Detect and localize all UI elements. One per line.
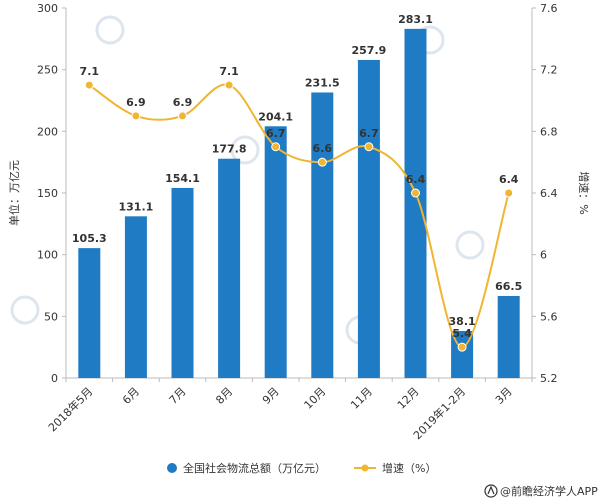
bar <box>78 248 101 378</box>
y-tick-label: 200 <box>37 125 58 138</box>
line-value-label: 7.1 <box>219 65 239 78</box>
x-tick-label: 10月 <box>302 385 329 412</box>
legend-bar-label: 全国社会物流总额（万亿元） <box>183 461 326 475</box>
line-point <box>271 142 281 152</box>
bar-series <box>78 28 520 379</box>
watermarks <box>10 15 485 345</box>
bar <box>311 92 334 378</box>
y-tick-label: 300 <box>37 2 58 15</box>
y2-tick-label: 7.6 <box>540 2 558 15</box>
y2-tick-label: 5.6 <box>540 310 558 323</box>
x-tick-label: 2018年5月 <box>45 384 95 434</box>
x-tick-label: 12月 <box>395 385 422 412</box>
bar-value-label: 131.1 <box>119 200 154 213</box>
y-tick-label: 0 <box>51 372 58 385</box>
line-point <box>457 342 467 352</box>
x-tick-label: 6月 <box>120 385 142 407</box>
bar-value-label: 204.1 <box>258 110 293 123</box>
bar-value-label: 105.3 <box>72 232 107 245</box>
x-tick-label: 8月 <box>213 385 235 407</box>
bar <box>497 295 520 378</box>
bar-value-label: 177.8 <box>212 143 247 156</box>
line-value-label: 7.1 <box>80 65 100 78</box>
bar <box>404 28 427 379</box>
line-point <box>224 80 234 90</box>
x-tick-label: 7月 <box>167 385 189 407</box>
watermark-logo-icon <box>455 230 485 260</box>
x-tick-label: 9月 <box>260 385 282 407</box>
growth-line <box>88 83 510 349</box>
line-point <box>411 188 420 198</box>
legend-line-dot <box>361 464 369 472</box>
data-labels: 105.3 131.1 154.1 177.8 204.1 231.5 257.9 283.1… <box>72 13 522 340</box>
y-axis-title: 单位：万亿元 <box>7 160 21 226</box>
bar <box>124 216 147 378</box>
line-value-label: 6.4 <box>406 173 426 186</box>
bar-value-label: 154.1 <box>165 172 200 185</box>
legend: 全国社会物流总额（万亿元） 增速（%） <box>167 461 436 475</box>
bar <box>357 59 380 378</box>
y-tick-label: 50 <box>44 310 58 323</box>
y2-tick-label: 5.2 <box>540 372 558 385</box>
x-tick-label: 3月 <box>493 385 515 407</box>
line-series <box>84 80 514 352</box>
bar <box>264 126 287 378</box>
y-tick-label: 100 <box>37 249 58 262</box>
line-value-label: 5.4 <box>452 327 472 340</box>
bar-value-label: 38.1 <box>449 315 476 328</box>
watermark-logo-icon <box>10 295 40 325</box>
y-tick-label: 150 <box>37 187 58 200</box>
line-point <box>504 188 514 198</box>
line-value-label: 6.9 <box>173 96 193 109</box>
bar <box>171 187 194 378</box>
y-tick-label: 250 <box>37 64 58 77</box>
source-logo-icon <box>484 484 498 498</box>
line-point <box>178 111 187 121</box>
line-value-label: 6.4 <box>499 173 519 186</box>
x-tick-label: 11月 <box>348 385 375 412</box>
y2-tick-label: 6 <box>540 249 547 262</box>
watermark-logo-icon <box>230 135 260 165</box>
y2-tick-label: 7.2 <box>540 64 558 77</box>
line-point <box>364 142 374 152</box>
bar-value-label: 66.5 <box>495 280 522 293</box>
bar-value-label: 231.5 <box>305 76 340 89</box>
y2-tick-label: 6.4 <box>540 187 558 200</box>
bar-value-label: 283.1 <box>398 13 433 26</box>
source-logo-mark <box>487 485 495 495</box>
source-text: @前瞻经济学人APP <box>500 484 598 498</box>
legend-bar-marker <box>167 463 177 473</box>
watermark-logo-icon <box>95 15 125 45</box>
bar-value-label: 257.9 <box>352 44 387 57</box>
footer: @前瞻经济学人APP <box>484 484 598 498</box>
y2-tick-label: 6.8 <box>540 125 558 138</box>
legend-line-label: 增速（%） <box>382 461 436 475</box>
line-point <box>84 80 94 90</box>
line-value-label: 6.6 <box>313 142 333 155</box>
line-value-label: 6.7 <box>266 127 286 140</box>
bar <box>218 158 241 378</box>
line-point <box>131 111 141 121</box>
line-point <box>317 157 327 167</box>
line-value-label: 6.7 <box>359 127 379 140</box>
y2-axis-title: 增速：% <box>577 171 591 214</box>
line-value-label: 6.9 <box>126 96 146 109</box>
